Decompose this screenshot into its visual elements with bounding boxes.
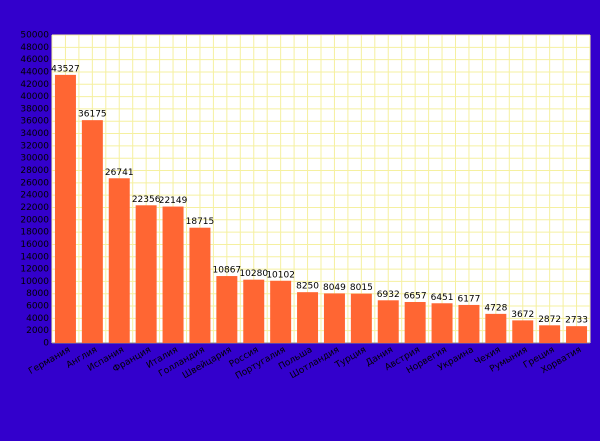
y-tick-label: 20000 [20, 215, 49, 225]
value-label: 8015 [350, 283, 373, 293]
value-label: 6177 [457, 294, 480, 304]
value-label: 6932 [377, 290, 400, 300]
value-label: 10280 [239, 269, 268, 279]
bar [539, 325, 561, 343]
value-label: 36175 [78, 110, 107, 120]
bar [431, 303, 453, 343]
y-tick-label: 32000 [20, 141, 49, 151]
y-tick-label: 46000 [20, 55, 49, 65]
bar [54, 74, 76, 343]
bar [243, 279, 265, 343]
value-label: 4728 [484, 303, 507, 313]
bar [162, 206, 184, 343]
y-tick-label: 16000 [20, 240, 49, 250]
value-label: 8250 [296, 282, 319, 292]
bar [377, 300, 399, 343]
y-tick-label: 6000 [26, 302, 49, 312]
y-tick-label: 30000 [20, 154, 49, 164]
value-label: 2872 [538, 315, 561, 325]
bar [566, 326, 588, 343]
bar [458, 304, 480, 343]
y-tick-label: 0 [43, 339, 49, 349]
value-label: 10867 [213, 266, 242, 276]
y-tick-label: 50000 [20, 31, 49, 41]
y-tick-label: 48000 [20, 43, 49, 53]
bar [485, 313, 507, 343]
y-tick-label: 4000 [26, 314, 49, 324]
y-tick-label: 12000 [20, 265, 49, 275]
bar [135, 205, 157, 343]
y-tick-label: 10000 [20, 277, 49, 287]
y-tick-label: 22000 [20, 203, 49, 213]
y-tick-label: 40000 [20, 92, 49, 102]
y-tick-label: 18000 [20, 228, 49, 238]
y-tick-label: 34000 [20, 129, 49, 139]
bar [350, 293, 372, 343]
y-tick-label: 8000 [26, 289, 49, 299]
value-label: 26741 [105, 168, 134, 178]
y-tick-label: 26000 [20, 178, 49, 188]
y-tick-label: 36000 [20, 117, 49, 127]
bar [297, 292, 319, 343]
y-tick-label: 44000 [20, 67, 49, 77]
y-tick-label: 28000 [20, 166, 49, 176]
value-label: 6451 [431, 293, 454, 303]
y-tick-label: 42000 [20, 80, 49, 90]
value-label: 43527 [51, 64, 80, 74]
value-label: 8049 [323, 283, 346, 293]
bar [216, 276, 238, 343]
value-label: 22356 [132, 195, 161, 205]
bar [108, 178, 130, 343]
y-tick-label: 2000 [26, 326, 49, 336]
value-label: 18715 [186, 217, 215, 227]
bar [270, 280, 292, 343]
bar [512, 320, 534, 343]
bar [81, 120, 103, 343]
y-tick-label: 38000 [20, 104, 49, 114]
value-label: 10102 [266, 270, 295, 280]
value-label: 2733 [565, 316, 588, 326]
value-label: 3672 [511, 310, 534, 320]
y-tick-label: 14000 [20, 252, 49, 262]
value-label: 22149 [159, 196, 188, 206]
bar [189, 227, 211, 343]
y-tick-label: 24000 [20, 191, 49, 201]
value-label: 6657 [404, 291, 427, 301]
bar [404, 301, 426, 343]
bar [323, 293, 345, 343]
